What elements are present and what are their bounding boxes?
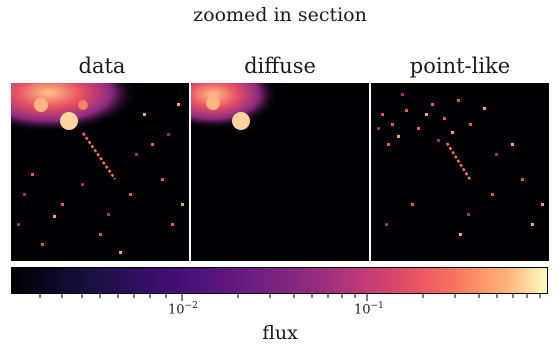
- panel-divider: [189, 83, 191, 261]
- colorbar: [11, 267, 548, 294]
- colorbar-tick-label: 10−2: [168, 301, 198, 318]
- panel-label-data: data: [78, 54, 126, 78]
- image-panel-point-like: [371, 83, 549, 261]
- image-panel-data: [11, 83, 189, 261]
- diffuse-image: [191, 83, 301, 141]
- colorbar-label: flux: [262, 322, 298, 344]
- colorbar-tick-label: 10−1: [354, 301, 384, 318]
- panel-label-diffuse: diffuse: [244, 54, 316, 78]
- point-like-image: [377, 93, 544, 236]
- figure-title: zoomed in section: [193, 4, 367, 26]
- image-panel-diffuse: [191, 83, 369, 261]
- panel-divider: [369, 83, 371, 261]
- panel-label-point-like: point-like: [409, 54, 511, 78]
- data-image: [11, 83, 184, 254]
